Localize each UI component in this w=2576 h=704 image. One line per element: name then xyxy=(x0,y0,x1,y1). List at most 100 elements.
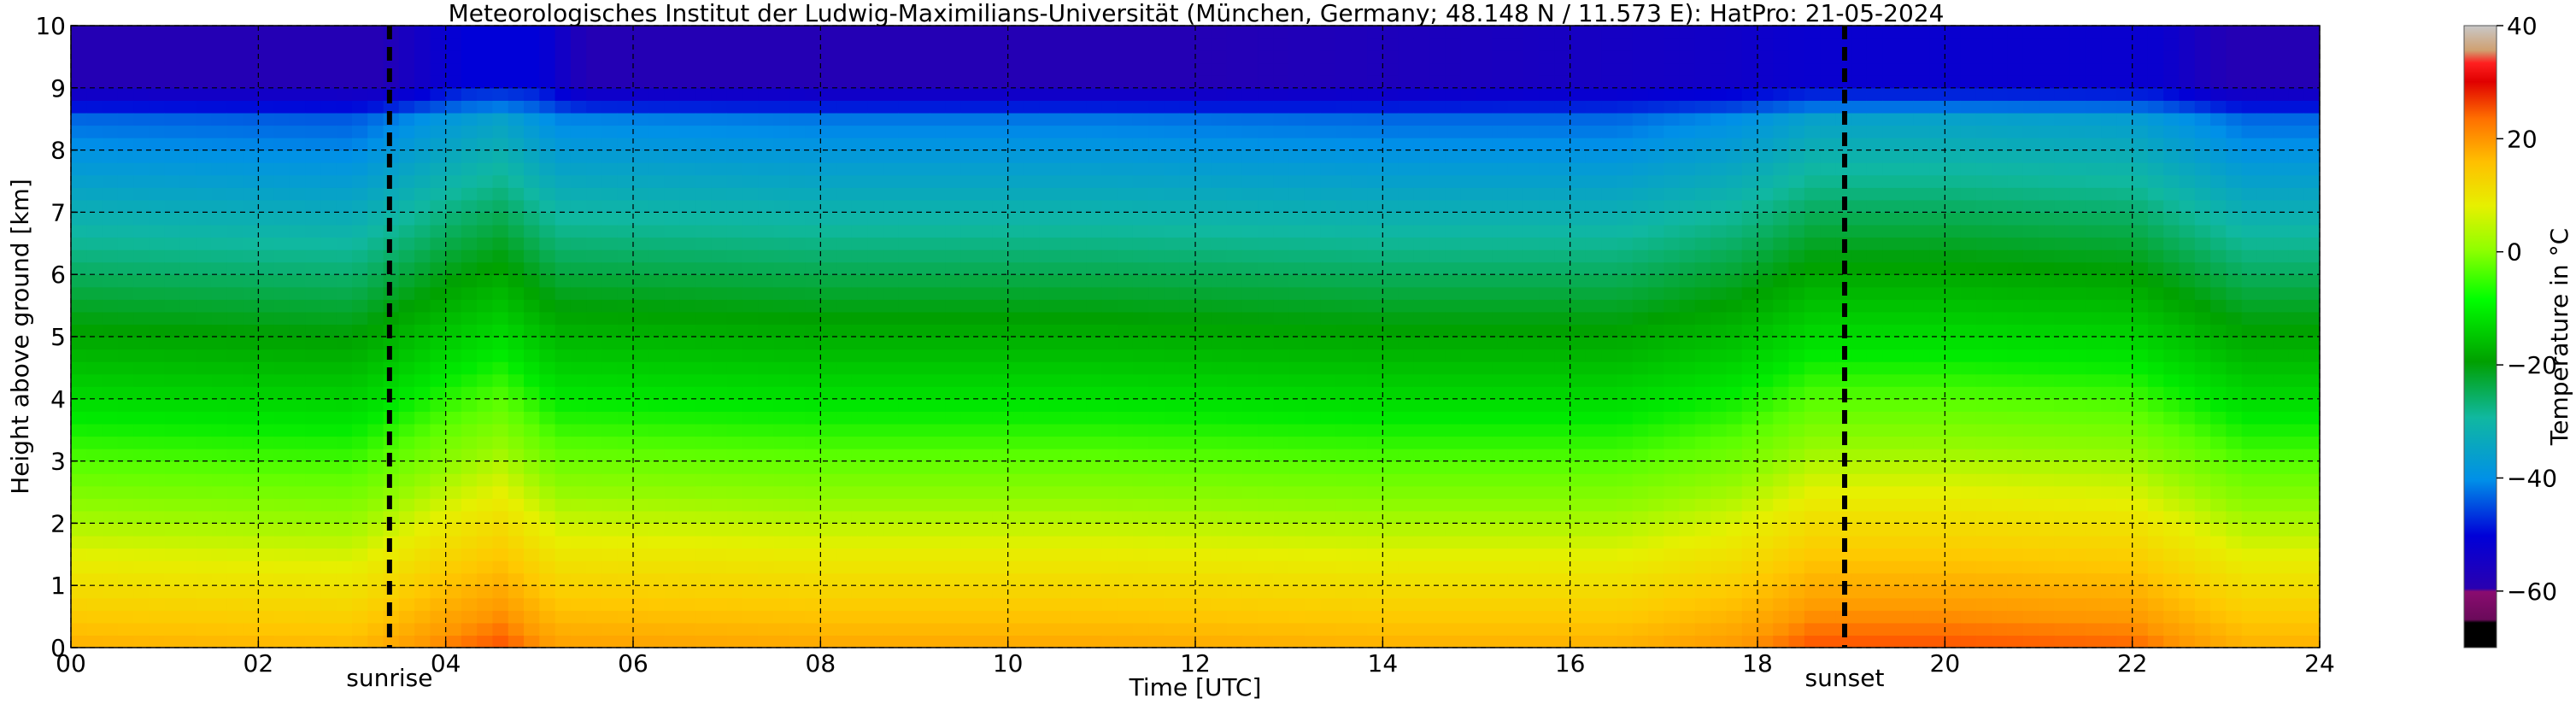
heatmap-cell xyxy=(117,212,134,226)
heatmap-cell xyxy=(570,597,587,611)
heatmap-cell xyxy=(1476,174,1493,188)
heatmap-cell xyxy=(930,398,947,412)
heatmap-cell xyxy=(1054,560,1071,574)
heatmap-cell xyxy=(1054,572,1071,586)
heatmap-cell xyxy=(1335,38,1353,51)
heatmap-cell xyxy=(898,100,915,114)
heatmap-cell xyxy=(930,585,947,599)
heatmap-cell xyxy=(289,622,306,637)
heatmap-cell xyxy=(851,274,868,288)
heatmap-cell xyxy=(367,125,384,138)
heatmap-cell xyxy=(1413,50,1430,64)
heatmap-cell xyxy=(1617,125,1634,138)
heatmap-cell xyxy=(133,498,150,512)
heatmap-cell xyxy=(1539,461,1555,474)
heatmap-cell xyxy=(1382,274,1399,288)
heatmap-cell xyxy=(711,411,728,425)
heatmap-cell xyxy=(695,138,712,151)
heatmap-cell xyxy=(914,411,930,425)
heatmap-cell xyxy=(1351,510,1368,524)
heatmap-cell xyxy=(633,261,649,275)
heatmap-cell xyxy=(1039,261,1056,275)
heatmap-cell xyxy=(367,311,384,326)
heatmap-cell xyxy=(883,286,900,300)
heatmap-cell xyxy=(1507,485,1524,499)
heatmap-cell xyxy=(1288,162,1306,176)
heatmap-cell xyxy=(149,349,166,362)
heatmap-cell xyxy=(367,473,384,487)
heatmap-cell xyxy=(617,622,634,637)
heatmap-cell xyxy=(289,523,306,537)
heatmap-cell xyxy=(1007,237,1024,250)
heatmap-cell xyxy=(773,50,790,64)
heatmap-cell xyxy=(1523,261,1540,275)
heatmap-cell xyxy=(539,237,556,250)
heatmap-cell xyxy=(617,337,634,350)
heatmap-cell xyxy=(1398,386,1415,400)
heatmap-cell xyxy=(179,150,197,163)
heatmap-cell xyxy=(320,449,337,462)
heatmap-cell xyxy=(617,635,634,648)
heatmap-cell xyxy=(1117,100,1134,114)
heatmap-cell xyxy=(164,585,181,599)
heatmap-cell xyxy=(648,498,666,512)
heatmap-cell xyxy=(1241,324,1259,337)
heatmap-cell xyxy=(617,461,634,474)
heatmap-cell xyxy=(945,261,962,275)
heatmap-cell xyxy=(851,50,868,64)
heatmap-cell xyxy=(1335,26,1353,39)
heatmap-cell xyxy=(102,286,119,300)
heatmap-cell xyxy=(1086,436,1102,449)
heatmap-cell xyxy=(1195,162,1212,176)
heatmap-cell xyxy=(1601,349,1618,362)
heatmap-cell xyxy=(960,361,977,375)
heatmap-cell xyxy=(1132,622,1149,637)
heatmap-cell xyxy=(1132,138,1149,151)
heatmap-cell xyxy=(1367,224,1383,238)
heatmap-cell xyxy=(758,361,775,375)
heatmap-cell xyxy=(1507,100,1524,114)
heatmap-cell xyxy=(1226,423,1243,437)
heatmap-cell xyxy=(883,75,900,89)
heatmap-cell xyxy=(664,423,681,437)
heatmap-cell xyxy=(1195,150,1212,163)
heatmap-cell xyxy=(398,125,415,138)
heatmap-cell xyxy=(1241,548,1259,561)
heatmap-cell xyxy=(477,585,494,599)
heatmap-cell xyxy=(508,50,525,64)
heatmap-cell xyxy=(1039,187,1056,201)
heatmap-cell xyxy=(398,274,415,288)
heatmap-cell xyxy=(1101,398,1118,412)
heatmap-cell xyxy=(898,38,915,51)
heatmap-cell xyxy=(305,62,322,76)
heatmap-cell xyxy=(1382,87,1399,101)
heatmap-cell xyxy=(1507,386,1524,400)
heatmap-cell xyxy=(1273,548,1290,561)
heatmap-cell xyxy=(1117,585,1134,599)
heatmap-cell xyxy=(695,50,712,64)
heatmap-cell xyxy=(1507,261,1524,275)
heatmap-cell xyxy=(1195,138,1212,151)
heatmap-cell xyxy=(867,100,884,114)
heatmap-cell xyxy=(742,398,759,412)
heatmap-cell xyxy=(1492,249,1509,263)
heatmap-cell xyxy=(1492,138,1509,151)
heatmap-cell xyxy=(633,174,649,188)
heatmap-cell xyxy=(211,373,228,387)
heatmap-cell xyxy=(1007,386,1024,400)
heatmap-cell xyxy=(243,361,259,375)
heatmap-cell xyxy=(992,224,1009,238)
heatmap-cell xyxy=(679,572,696,586)
heatmap-cell xyxy=(243,261,259,275)
heatmap-cell xyxy=(695,100,712,114)
heatmap-cell xyxy=(211,237,228,250)
heatmap-cell xyxy=(1429,398,1446,412)
heatmap-cell xyxy=(305,449,322,462)
heatmap-cell xyxy=(1288,50,1306,64)
heatmap-cell xyxy=(820,150,837,163)
heatmap-cell xyxy=(414,337,431,350)
heatmap-cell xyxy=(633,26,649,39)
heatmap-cell xyxy=(960,261,977,275)
heatmap-cell xyxy=(711,485,728,499)
heatmap-cell xyxy=(102,75,119,89)
